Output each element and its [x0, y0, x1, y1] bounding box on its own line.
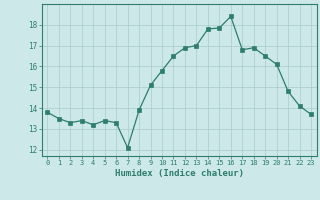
- X-axis label: Humidex (Indice chaleur): Humidex (Indice chaleur): [115, 169, 244, 178]
